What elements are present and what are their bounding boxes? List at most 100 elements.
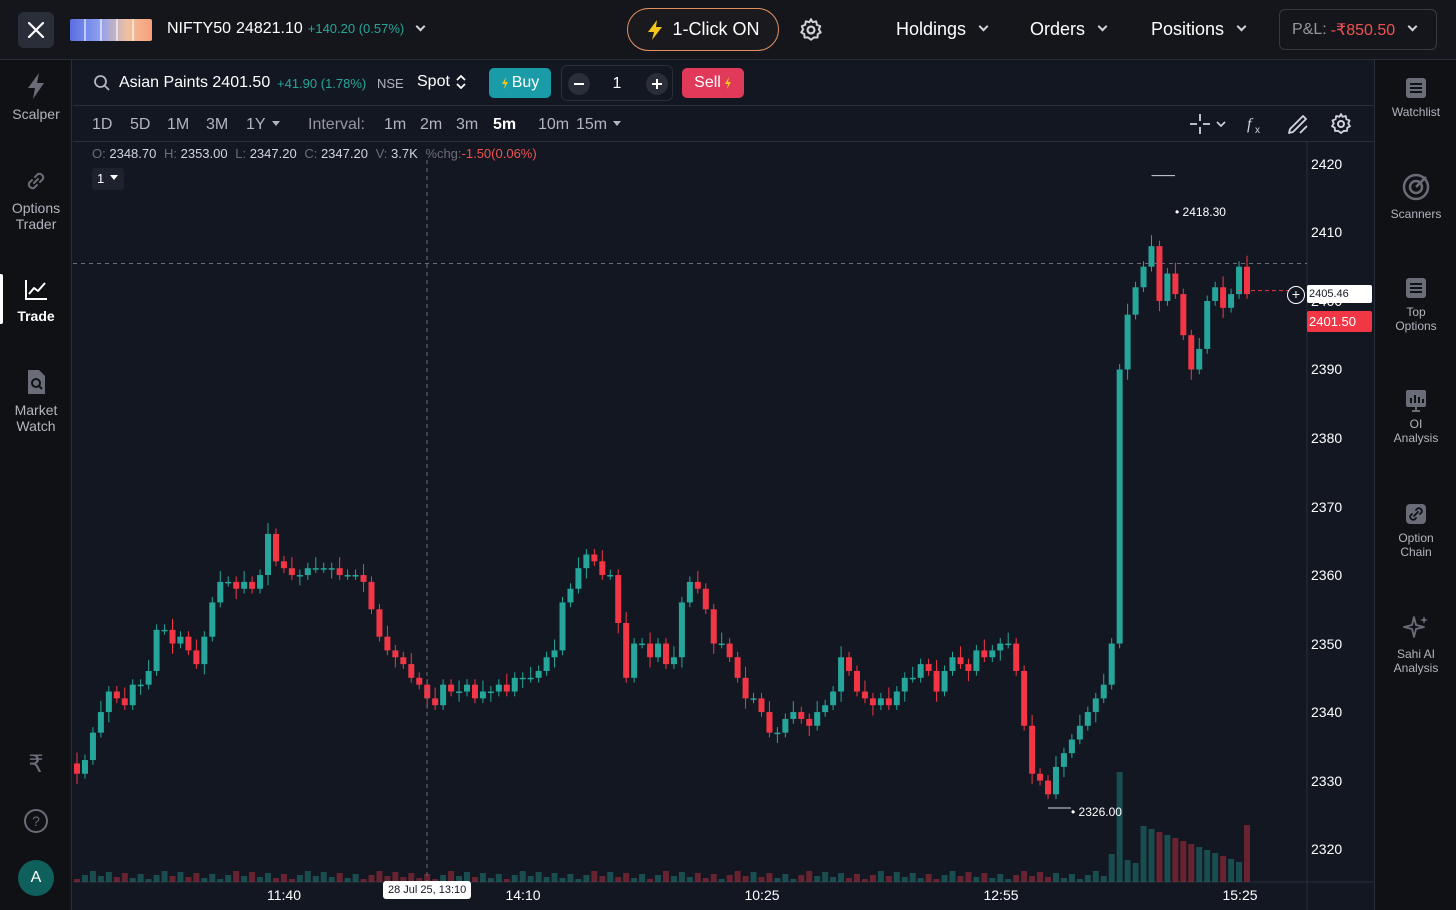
volume-bar [869, 875, 876, 882]
positions-menu[interactable]: Positions [1151, 19, 1247, 40]
candle-body [846, 657, 853, 671]
interval-5m[interactable]: 5m [493, 116, 517, 133]
volume-bar [424, 874, 431, 882]
search-icon[interactable] [93, 74, 111, 92]
pane-selector[interactable]: 1 [92, 168, 124, 190]
chart-settings-icon[interactable] [1329, 112, 1353, 136]
sidebar-item-oi-analysis[interactable]: OI Analysis [1375, 388, 1456, 445]
segment-select[interactable]: Spot [417, 73, 466, 91]
help-button[interactable]: ? [0, 808, 72, 840]
buy-button[interactable]: Buy [489, 68, 551, 98]
sidebar-item-label: Watchlist [1391, 105, 1441, 119]
candle-body [1180, 294, 1187, 336]
buy-label: Buy [511, 74, 540, 91]
sidebar-item-label: Scalper [12, 106, 60, 122]
range-3m[interactable]: 3M [206, 116, 229, 133]
interval-10m[interactable]: 10m [538, 116, 570, 133]
quantity-value[interactable]: 1 [612, 75, 622, 92]
range-5d[interactable]: 5D [130, 116, 151, 133]
gear-icon[interactable] [798, 17, 824, 43]
price-chart[interactable] [73, 60, 1373, 910]
volume-bar [1076, 879, 1083, 882]
candle-body [1172, 273, 1179, 295]
interval-15m[interactable]: 15m [576, 116, 622, 134]
sidebar-item-market-watch[interactable]: Market Watch [0, 368, 72, 434]
exchange-label: NSE [377, 76, 404, 91]
sidebar-item-scalper[interactable]: Scalper [0, 72, 72, 122]
increment-button[interactable] [646, 73, 668, 95]
candle-body [1220, 287, 1227, 308]
one-click-toggle[interactable]: 1-Click ON [627, 8, 779, 51]
crosshair-time: 28 Jul 25, 13:10 [383, 881, 472, 899]
orders-menu[interactable]: Orders [1030, 19, 1108, 40]
volume-bar [1029, 876, 1036, 882]
volume-bar [161, 871, 168, 882]
candle-body [312, 568, 319, 570]
volume-bar [806, 871, 813, 882]
volume-bar [1060, 878, 1067, 882]
link-icon [1406, 504, 1426, 524]
range-1m[interactable]: 1M [167, 116, 190, 133]
index-ticker[interactable]: NIFTY50 24821.10 +140.20 (0.57%) [167, 20, 426, 38]
sidebar-item-trade[interactable]: Trade [0, 278, 72, 324]
candle-body [432, 698, 439, 706]
candle-body [1021, 670, 1028, 726]
volume-bar [678, 872, 685, 882]
volume-bar [209, 874, 216, 882]
candle-body [1029, 725, 1036, 774]
volume-bar [854, 874, 860, 882]
candle-body [519, 677, 526, 680]
sell-button[interactable]: Sell [682, 68, 744, 98]
volume-bar [81, 875, 88, 882]
volume-bar [885, 876, 892, 882]
pnl-dropdown[interactable]: P&L: -₹850.50 [1279, 9, 1437, 50]
candle-body [607, 575, 614, 577]
volume-bar [400, 877, 407, 882]
candle-body [822, 705, 829, 713]
volume-bar [830, 877, 837, 882]
volume-bar [694, 873, 701, 882]
rupee-button[interactable]: ₹ [0, 753, 72, 777]
volume-bar [320, 872, 327, 882]
volume-bar [1132, 863, 1139, 882]
candle-body [471, 684, 478, 699]
candle-body [782, 718, 789, 733]
sidebar-item-sahi-ai-analysis[interactable]: Sahi AI Analysis [1375, 614, 1456, 675]
rupee-icon: ₹ [28, 751, 44, 778]
volume-bar [1021, 871, 1028, 882]
drawing-tools-icon[interactable] [1286, 112, 1310, 136]
range-1y[interactable]: 1Y [246, 116, 280, 134]
sidebar-item-watchlist[interactable]: Watchlist [1375, 76, 1456, 119]
volume-bar [543, 877, 550, 882]
symbol-name[interactable]: Asian Paints 2401.50 [119, 74, 270, 92]
interval-1m[interactable]: 1m [384, 116, 407, 133]
candle-body [1013, 643, 1020, 671]
close-button[interactable] [18, 12, 54, 48]
candle-body [925, 664, 932, 671]
sidebar-item-label: Top Options [1395, 305, 1437, 333]
sidebar-item-options-trader[interactable]: Options Trader [0, 168, 72, 232]
crosshair-icon[interactable] [1188, 112, 1228, 136]
last-price-label: 2401.50 [1307, 311, 1372, 332]
sidebar-item-top-options[interactable]: Top Options [1375, 276, 1456, 333]
volume-bar [1100, 876, 1107, 882]
candle-body [487, 691, 494, 694]
sidebar-item-option-chain[interactable]: Option Chain [1375, 502, 1456, 559]
volume-bar [169, 876, 176, 882]
add-alert-button[interactable]: + [1287, 286, 1305, 304]
candle-body [1100, 684, 1107, 699]
holdings-menu[interactable]: Holdings [896, 19, 989, 40]
volume-bar [408, 873, 415, 882]
volume-bar [965, 872, 972, 882]
decrement-button[interactable] [568, 73, 590, 95]
sidebar-item-scanners[interactable]: Scanners [1375, 172, 1456, 221]
interval-2m[interactable]: 2m [420, 116, 443, 133]
sell-label: Sell [694, 74, 721, 91]
interval-3m[interactable]: 3m [456, 116, 479, 133]
avatar[interactable]: A [18, 860, 54, 896]
volume-bar [376, 871, 383, 882]
range-1d[interactable]: 1D [92, 116, 113, 133]
volume-bar [177, 872, 184, 882]
candle-body [806, 718, 813, 726]
